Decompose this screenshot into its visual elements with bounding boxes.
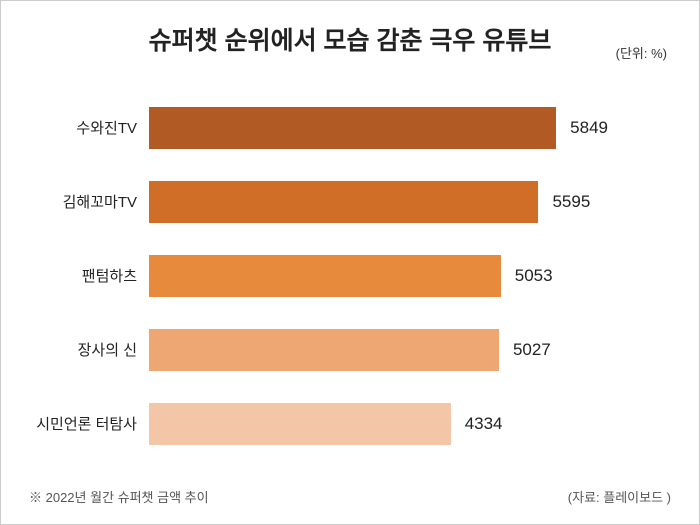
bar-label: 김해꼬마TV [29, 191, 149, 212]
bar [149, 107, 556, 149]
bar [149, 255, 501, 297]
bar-value: 5849 [570, 118, 608, 138]
bar-track: 5053 [149, 255, 671, 297]
chart-header: 슈퍼챗 순위에서 모습 감춘 극우 유튜브 (단위: %) [29, 25, 671, 59]
bar-label: 팬텀하츠 [29, 265, 149, 286]
chart-source: (자료: 플레이보드 ) [568, 487, 671, 506]
bar-value: 5053 [515, 266, 553, 286]
bar [149, 181, 538, 223]
bar [149, 403, 451, 445]
bar-value: 5027 [513, 340, 551, 360]
bar-row: 장사의 신 5027 [29, 326, 671, 374]
chart-plot: 수와진TV 5849 김해꼬마TV 5595 팬텀하츠 5053 장사의 신 [29, 87, 671, 465]
bar-track: 5849 [149, 107, 671, 149]
bar [149, 329, 499, 371]
chart-title: 슈퍼챗 순위에서 모습 감춘 극우 유튜브 [149, 25, 552, 59]
chart-footnote: ※ 2022년 월간 슈퍼챗 금액 추이 [29, 487, 209, 506]
chart-card: 슈퍼챗 순위에서 모습 감춘 극우 유튜브 (단위: %) 수와진TV 5849… [0, 0, 700, 525]
bar-value: 5595 [552, 192, 590, 212]
bar-row: 팬텀하츠 5053 [29, 252, 671, 300]
bar-track: 5027 [149, 329, 671, 371]
bar-row: 김해꼬마TV 5595 [29, 178, 671, 226]
chart-footer: ※ 2022년 월간 슈퍼챗 금액 추이 (자료: 플레이보드 ) [29, 487, 671, 506]
bar-label: 시민언론 터탐사 [29, 413, 149, 434]
bar-track: 4334 [149, 403, 671, 445]
bar-label: 수와진TV [29, 117, 149, 138]
bar-label: 장사의 신 [29, 339, 149, 360]
bar-row: 수와진TV 5849 [29, 104, 671, 152]
bar-row: 시민언론 터탐사 4334 [29, 400, 671, 448]
bar-value: 4334 [465, 414, 503, 434]
bar-track: 5595 [149, 181, 671, 223]
chart-unit-label: (단위: %) [616, 43, 667, 62]
